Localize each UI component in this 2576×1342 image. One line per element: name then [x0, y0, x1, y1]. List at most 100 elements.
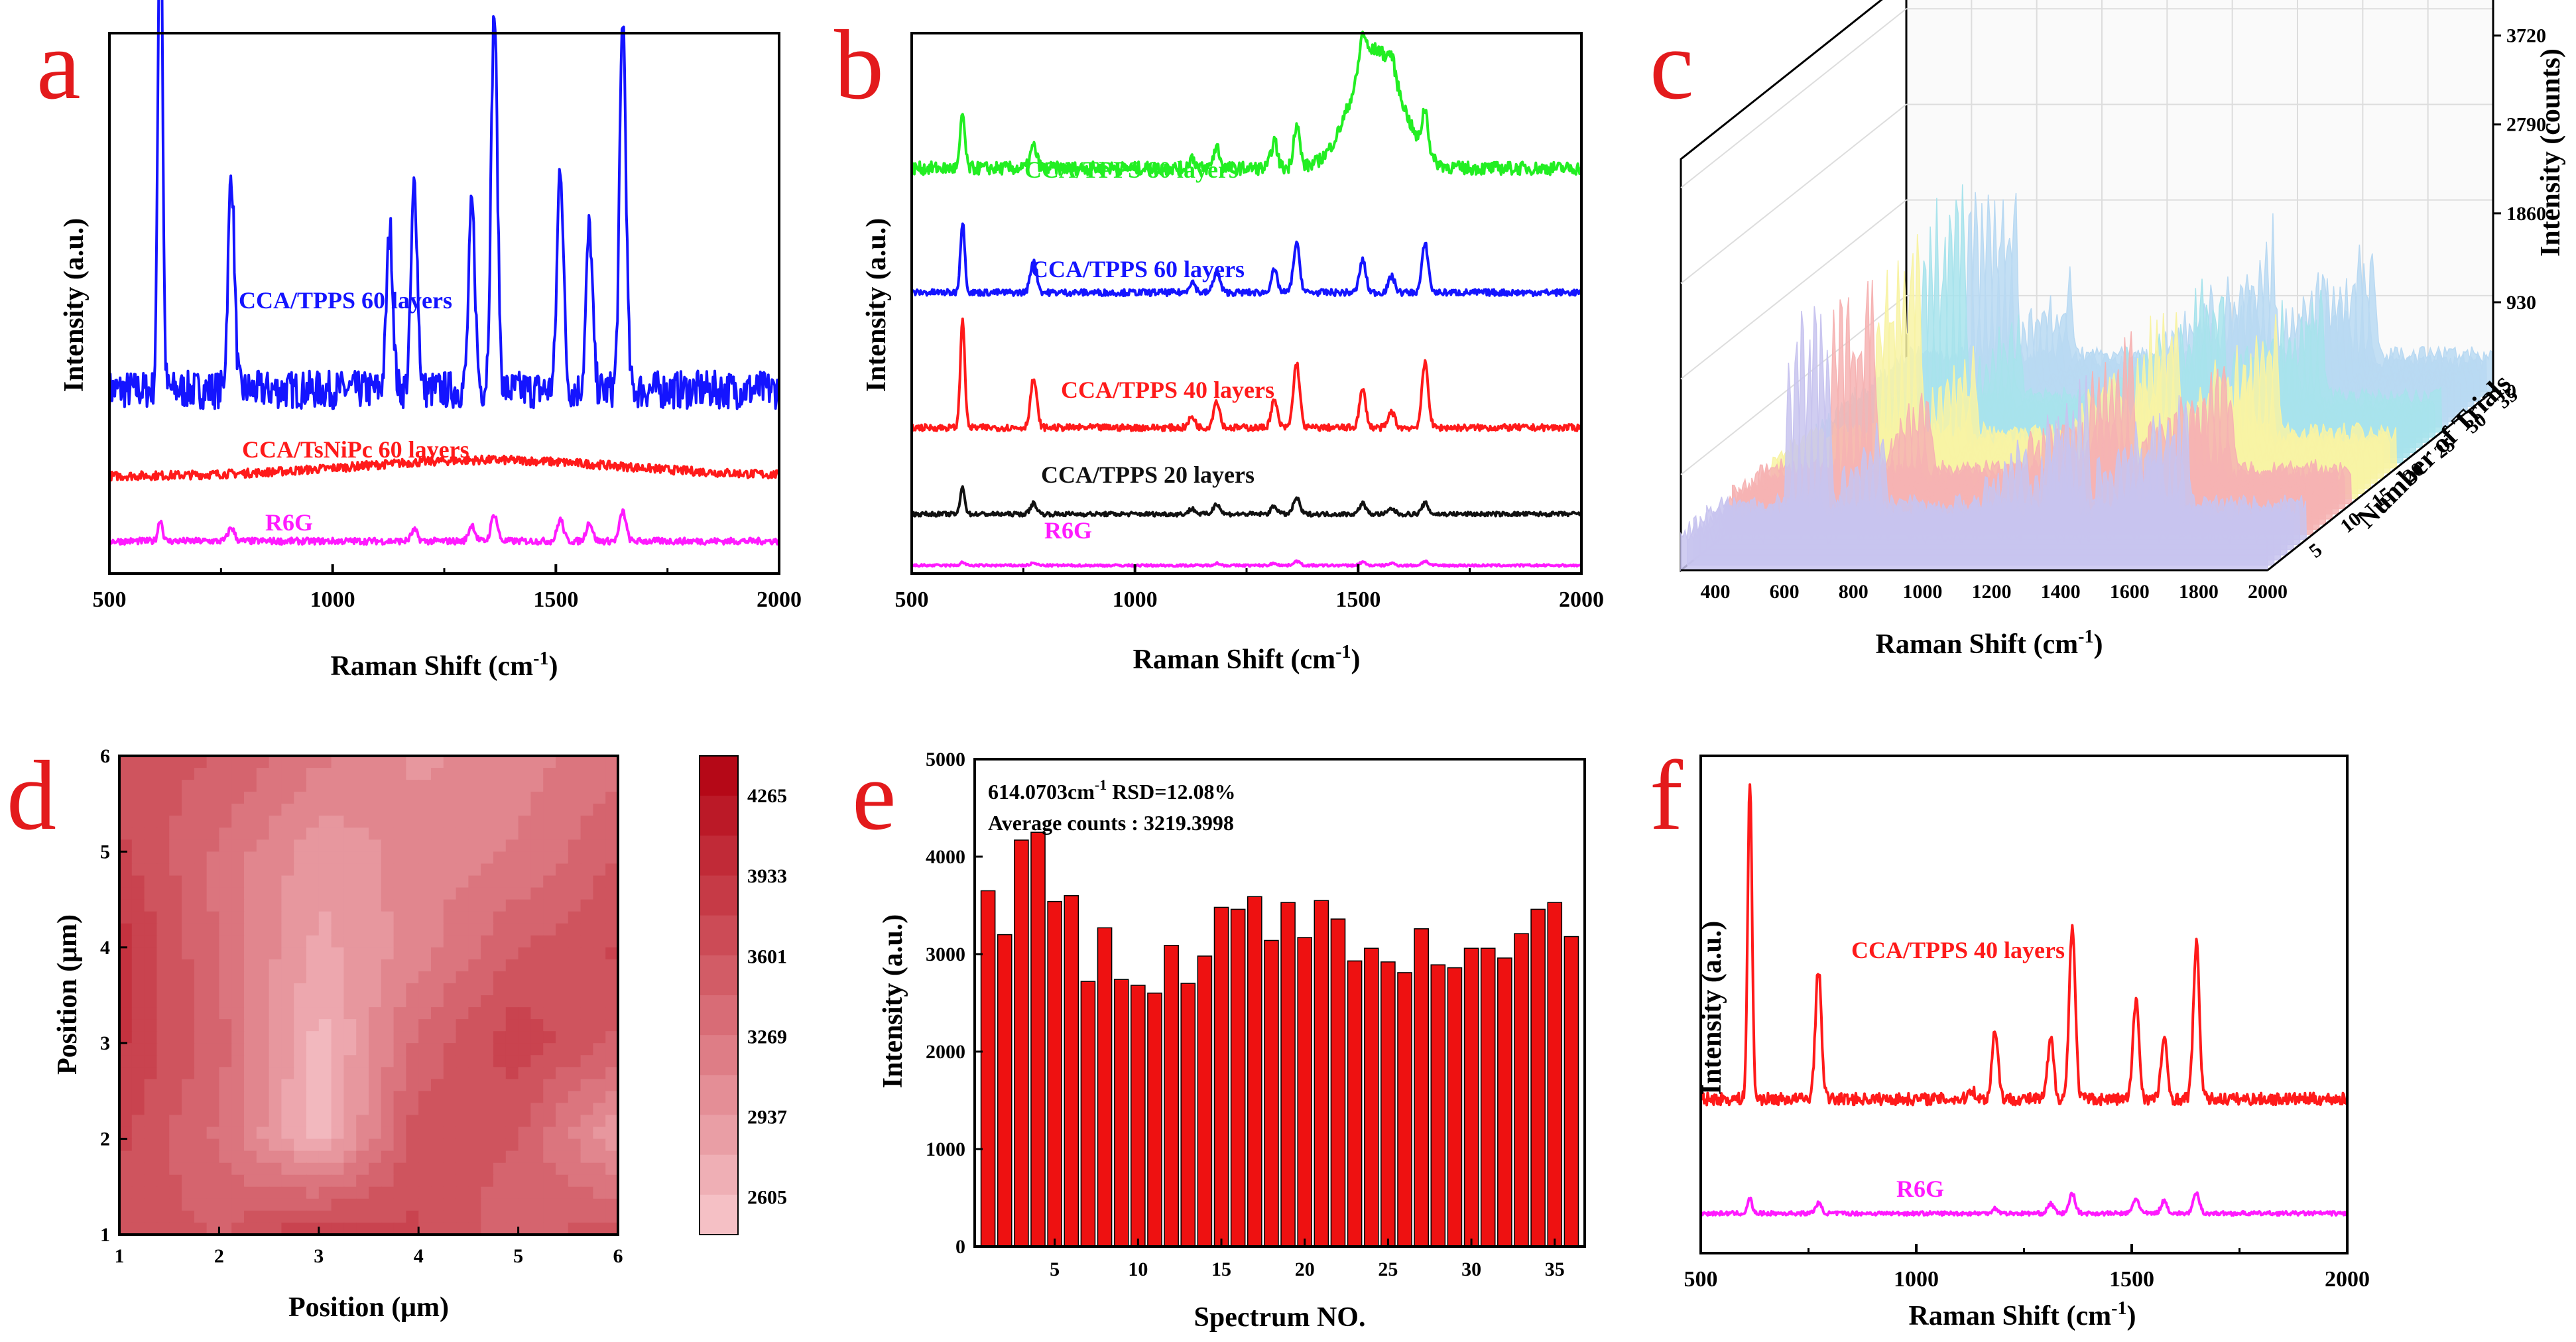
heat-cell	[244, 1091, 257, 1104]
heat-cell	[406, 1019, 420, 1032]
heat-cell	[318, 1091, 332, 1104]
heat-cell	[219, 935, 233, 948]
heat-cell	[468, 887, 482, 900]
heat-cell	[593, 1091, 607, 1104]
heat-cell	[493, 1162, 507, 1176]
heat-cell	[182, 1103, 195, 1116]
heat-cell	[443, 1186, 457, 1199]
heat-cell	[543, 1055, 556, 1068]
label-a-tsnipc60: CCA/TsNiPc 60 layers	[242, 436, 469, 463]
heat-cell	[381, 1150, 395, 1164]
grid-line	[1680, 199, 1907, 380]
heat-cell	[406, 1186, 420, 1199]
heat-cell	[369, 1127, 382, 1140]
heat-cell	[605, 816, 619, 829]
heat-cell	[318, 1079, 332, 1092]
heat-cell	[605, 1198, 619, 1211]
heat-cell	[568, 1067, 582, 1080]
heat-cell	[393, 983, 407, 996]
heat-cell	[343, 1210, 357, 1223]
heat-cell	[356, 1043, 369, 1056]
heat-cell	[343, 1198, 357, 1211]
heat-cell	[182, 804, 195, 817]
heat-cell	[119, 804, 133, 817]
heat-cell	[530, 863, 544, 877]
heat-cell	[331, 792, 345, 805]
heat-cell	[493, 875, 507, 888]
heat-cell	[343, 1127, 357, 1140]
heat-cell	[294, 780, 307, 793]
heat-cell	[580, 780, 594, 793]
heat-cell	[593, 1079, 607, 1092]
heat-cell	[518, 971, 532, 984]
heat-cell	[418, 935, 432, 948]
heat-cell	[119, 923, 133, 936]
heat-cell	[343, 959, 357, 972]
heat-cell	[580, 1198, 594, 1211]
heat-cell	[593, 1103, 607, 1116]
heat-cell	[156, 827, 170, 841]
heat-cell	[605, 768, 619, 781]
heat-cell	[182, 780, 195, 793]
heat-cell	[468, 1103, 482, 1116]
x-tick-label-e: 35	[1545, 1258, 1565, 1280]
heat-cell	[331, 1103, 345, 1116]
heat-cell	[206, 827, 220, 841]
heat-cell	[318, 780, 332, 793]
heat-cell	[331, 816, 345, 829]
heat-cell	[194, 1055, 208, 1068]
heat-cell	[281, 804, 295, 817]
heat-cell	[518, 851, 532, 865]
heat-cell	[505, 935, 519, 948]
heat-cell	[468, 959, 482, 972]
heat-cell	[481, 1174, 494, 1188]
heat-cell	[468, 1162, 482, 1176]
heat-cell	[256, 1210, 270, 1223]
heat-cell	[356, 1162, 369, 1176]
heat-cell	[369, 1091, 382, 1104]
heat-cell	[231, 1162, 245, 1176]
heat-cell	[119, 1222, 133, 1235]
heat-cell	[306, 768, 320, 781]
heat-cell	[156, 887, 170, 900]
bar	[1030, 831, 1046, 1247]
bar	[1363, 947, 1379, 1247]
heat-cell	[605, 983, 619, 996]
bar	[1380, 961, 1396, 1247]
heat-cell	[431, 1091, 444, 1104]
heat-cell	[119, 1031, 133, 1044]
heat-cell	[169, 1031, 182, 1044]
heat-cell	[443, 1115, 457, 1128]
heat-cell	[580, 959, 594, 972]
heat-cell	[418, 959, 432, 972]
bars-e	[980, 831, 1579, 1247]
heat-cell	[244, 1103, 257, 1116]
heat-cell	[356, 1091, 369, 1104]
z-tick-label-c: 1860	[2506, 203, 2546, 225]
heat-cell	[182, 1043, 195, 1056]
heat-cell	[530, 1115, 544, 1128]
heat-cell	[356, 792, 369, 805]
heat-cell	[119, 768, 133, 781]
heat-cell	[443, 971, 457, 984]
heat-cell	[231, 1067, 245, 1080]
x-tick-label: 500	[1684, 1267, 1718, 1292]
y-tick-label-e: 1000	[926, 1138, 965, 1160]
heat-cell	[269, 768, 282, 781]
heat-cell	[406, 923, 420, 936]
heat-cell	[331, 1043, 345, 1056]
heat-cell	[169, 1138, 182, 1152]
heat-cell	[406, 1055, 420, 1068]
heat-cell	[406, 1103, 420, 1116]
heat-cell	[244, 1019, 257, 1032]
heat-cell	[381, 780, 395, 793]
heat-cell	[356, 923, 369, 936]
heat-cell	[144, 875, 158, 888]
heat-cell	[456, 1210, 469, 1223]
heat-cell	[456, 792, 469, 805]
heat-cell	[369, 1115, 382, 1128]
heat-cell	[182, 1186, 195, 1199]
heat-cell	[356, 1007, 369, 1020]
bar	[1113, 979, 1129, 1247]
heat-cell	[331, 839, 345, 853]
